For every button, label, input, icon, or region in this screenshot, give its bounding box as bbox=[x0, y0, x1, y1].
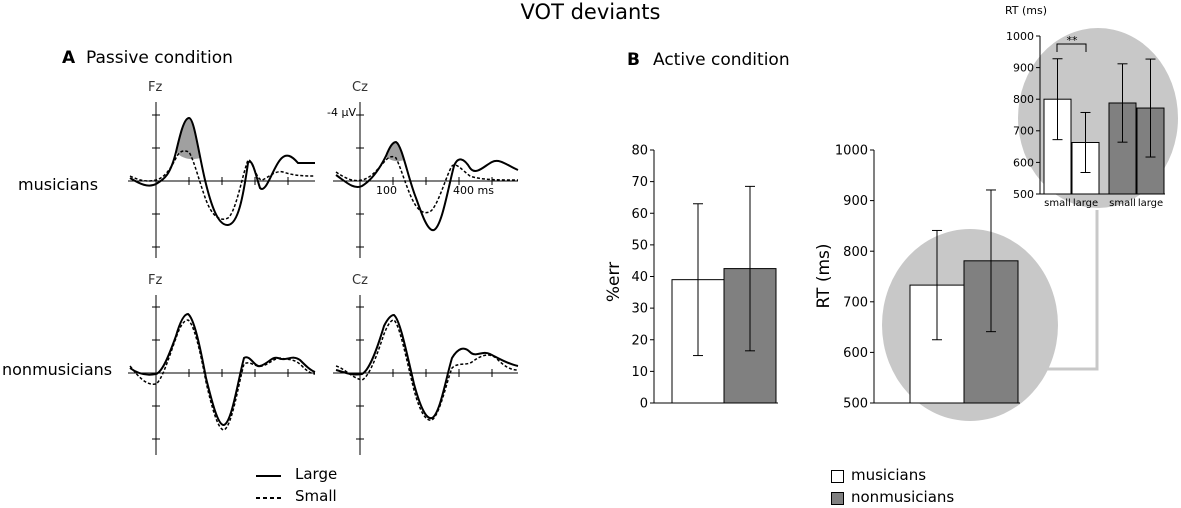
waveform-small-cz-musicians bbox=[335, 155, 519, 214]
error-rate-tick-label: 80 bbox=[631, 144, 648, 159]
shaded-difference-fz-musicians bbox=[176, 118, 200, 160]
row-label-musicians: musicians bbox=[18, 175, 99, 194]
legend-large-label: Large bbox=[295, 465, 338, 483]
connector-line bbox=[1016, 210, 1099, 371]
waveform-small-fz-musicians bbox=[129, 150, 316, 220]
rt-inset-category-label: large bbox=[1073, 198, 1098, 209]
figure-title: VOT deviants bbox=[520, 0, 661, 24]
rt-inset-significance-bracket bbox=[1056, 43, 1087, 52]
rt-main-tick-label: 1000 bbox=[835, 144, 868, 159]
legend-nonmusicians-label: nonmusicians bbox=[851, 488, 955, 506]
electrode-cz-top: Cz bbox=[352, 80, 368, 95]
error-rate-tick-label: 0 bbox=[640, 397, 648, 412]
rt-main-tick-label: 800 bbox=[843, 245, 868, 260]
error-rate-tick-label: 70 bbox=[631, 175, 648, 190]
rt-inset-title: RT (ms) bbox=[1005, 4, 1047, 17]
rt-inset-tick-label: 700 bbox=[1013, 125, 1034, 138]
row-label-nonmusicians: nonmusicians bbox=[2, 360, 113, 379]
error-rate-tick-label: 20 bbox=[631, 333, 648, 348]
rt-inset-category-label: small bbox=[1044, 198, 1071, 209]
error-rate-tick-label: 40 bbox=[631, 270, 648, 285]
panel-b-letter: B bbox=[627, 50, 640, 70]
rt-main-tick-label: 600 bbox=[843, 346, 868, 361]
electrode-fz-top: Fz bbox=[148, 80, 163, 95]
panel-b-title: Active condition bbox=[653, 50, 790, 70]
rt-inset-category-label: small bbox=[1109, 198, 1136, 209]
rt-inset-tick-label: 600 bbox=[1013, 156, 1034, 169]
electrode-cz-bottom: Cz bbox=[352, 273, 368, 288]
rt-inset-category-label: large bbox=[1138, 198, 1163, 209]
legend-musicians-swatch bbox=[831, 470, 844, 483]
waveform-small-fz-nonmusicians bbox=[129, 319, 316, 431]
rt-inset-tick-label: 500 bbox=[1013, 188, 1034, 201]
rt-inset-tick-label: 800 bbox=[1013, 93, 1034, 106]
error-rate-tick-label: 30 bbox=[631, 302, 648, 317]
waveform-small-cz-nonmusicians bbox=[335, 319, 519, 421]
panel-a-letter: A bbox=[62, 48, 76, 68]
rt-inset-tick-label: 900 bbox=[1013, 61, 1034, 74]
waveform-large-cz-musicians bbox=[335, 140, 519, 232]
legend-small-label: Small bbox=[295, 487, 337, 505]
electrode-fz-bottom: Fz bbox=[148, 273, 163, 288]
rt-main-tick-label: 900 bbox=[843, 194, 868, 209]
panel-a-title: Passive condition bbox=[86, 48, 233, 68]
time-tick-400: 400 ms bbox=[453, 184, 494, 197]
error-rate-ylabel: %err bbox=[604, 262, 624, 302]
legend-musicians-label: musicians bbox=[851, 466, 927, 484]
rt-main-tick-label: 500 bbox=[843, 397, 868, 412]
amplitude-scale-label: -4 µV bbox=[327, 106, 356, 119]
rt-main-ylabel: RT (ms) bbox=[814, 243, 834, 308]
waveform-large-cz-nonmusicians bbox=[335, 313, 519, 420]
error-rate-tick-label: 10 bbox=[631, 365, 648, 380]
error-rate-tick-label: 60 bbox=[631, 207, 648, 222]
time-tick-100: 100 bbox=[376, 184, 397, 197]
rt-inset-tick-label: 1000 bbox=[1006, 30, 1034, 43]
rt-inset-significance-marker: ** bbox=[1067, 34, 1079, 47]
waveform-large-fz-musicians bbox=[129, 116, 315, 226]
rt-main-tick-label: 700 bbox=[843, 295, 868, 310]
legend-nonmusicians-swatch bbox=[831, 492, 844, 505]
error-rate-tick-label: 50 bbox=[631, 238, 648, 253]
